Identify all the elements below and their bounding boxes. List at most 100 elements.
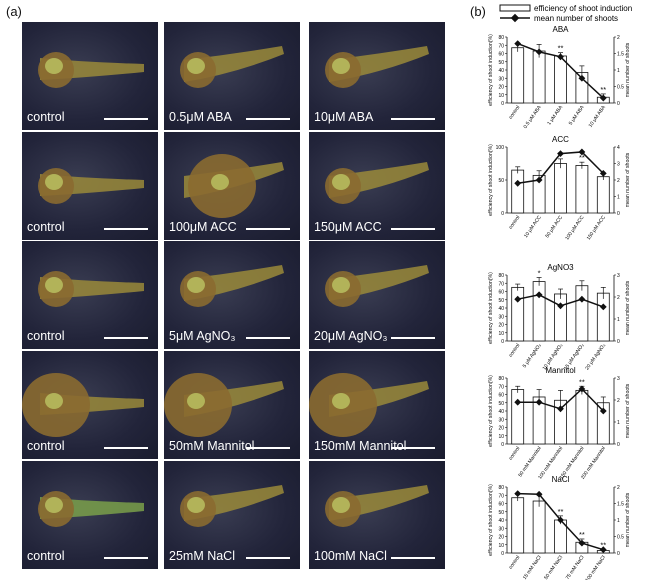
explant-image — [38, 271, 144, 307]
chart-4: NaCl 0 10 20 30 40 50 60 70 80 0 0.5 1 1.5 2 efficiency… — [488, 475, 631, 580]
photo-r3-c3: 20μM AgNO₃ — [309, 241, 445, 349]
y-tick-label: 60 — [498, 502, 504, 508]
photo-r3-c1: control — [22, 241, 158, 349]
legend-bar-label: efficiency of shoot induction — [534, 4, 632, 13]
y2-tick-label: 1.5 — [617, 52, 624, 58]
chart-3: Mannitol 0 10 20 30 40 50 60 70 80 0 1 2 3 efficiency … — [488, 366, 631, 481]
scale-bar — [104, 337, 148, 339]
y2-axis-label: mean number of shoots — [625, 152, 631, 207]
bar-2 — [554, 163, 567, 214]
y-tick-label: 0 — [501, 101, 504, 107]
chart-1: ACC 0 50 100 0 1 2 3 4 efficiency of shoot induct… — [488, 135, 631, 241]
explant-image — [22, 373, 144, 437]
y2-tick-label: 2 — [617, 178, 620, 184]
scale-bar — [391, 337, 435, 339]
chart-title: NaCl — [552, 475, 570, 484]
category-label: 1 μM ABA — [546, 104, 564, 126]
panel-a-label: (a) — [6, 4, 22, 19]
category-label: 10 μM ABA — [588, 104, 608, 129]
photo-caption: control — [27, 439, 65, 453]
significance-mark: ** — [600, 85, 606, 94]
y2-axis-label: mean number of shoots — [625, 42, 631, 97]
y2-tick-label: 0 — [617, 551, 620, 557]
category-label: 50 mM NaCl — [543, 555, 564, 580]
significance-mark: ** — [579, 153, 585, 162]
chart-2: AgNO3 0 10 20 30 40 50 60 70 80 0 1 2 3 efficiency of … — [488, 263, 631, 371]
y2-tick-label: 1 — [617, 420, 620, 426]
photo-r1-c1: control — [22, 22, 158, 130]
y-tick-label: 0 — [501, 339, 504, 345]
chart-title: Mannitol — [545, 366, 575, 375]
category-label: control — [508, 215, 522, 231]
scale-bar — [104, 118, 148, 120]
y2-tick-label: 2 — [617, 35, 620, 41]
mean-shoots-point — [599, 407, 607, 415]
y2-tick-label: 3 — [617, 162, 620, 168]
y-tick-label: 80 — [498, 273, 504, 279]
category-label: 20 μM AgNO₃ — [584, 343, 607, 372]
scale-bar — [391, 557, 435, 559]
category-label: control — [508, 343, 522, 359]
y2-tick-label: 0.5 — [617, 535, 624, 541]
y-tick-label: 10 — [498, 434, 504, 440]
photo-r1-c3: 10μM ABA — [309, 22, 445, 130]
y-tick-label: 0 — [501, 211, 504, 217]
y2-axis-label: mean number of shoots — [625, 383, 631, 438]
y-tick-label: 100 — [496, 145, 505, 151]
significance-mark: ** — [579, 530, 585, 539]
y-tick-label: 20 — [498, 426, 504, 432]
scale-bar — [104, 228, 148, 230]
scale-bar — [246, 337, 290, 339]
scale-bar — [104, 447, 148, 449]
y-tick-label: 50 — [498, 510, 504, 516]
y-tick-label: 50 — [498, 60, 504, 66]
scale-bar — [246, 228, 290, 230]
photo-r3-c2: 5μM AgNO₃ — [164, 241, 300, 349]
y-tick-label: 70 — [498, 384, 504, 390]
photo-r4-c3: 150mM Mannitol — [309, 351, 445, 459]
bar-3 — [575, 389, 589, 445]
scale-bar — [104, 557, 148, 559]
mean-shoots-point — [535, 490, 543, 498]
y2-tick-label: 2 — [617, 295, 620, 301]
y-tick-label: 40 — [498, 68, 504, 74]
category-label: 15 mM NaCl — [522, 555, 543, 580]
mean-shoots-point — [514, 490, 522, 497]
y2-tick-label: 3 — [617, 376, 620, 382]
y-tick-label: 0 — [501, 551, 504, 557]
category-label: 0.5 μM ABA — [523, 104, 543, 130]
y-tick-label: 60 — [498, 393, 504, 399]
category-label: 5 μM AgNO₃ — [522, 343, 543, 369]
y2-tick-label: 1.5 — [617, 502, 624, 508]
significance-mark: ** — [558, 150, 564, 159]
explant-image — [38, 491, 144, 527]
scale-bar — [246, 447, 290, 449]
y2-tick-label: 4 — [617, 145, 620, 151]
mean-shoots-point — [599, 94, 607, 102]
y-axis-label: efficiency of shoot induction(%) — [488, 144, 494, 216]
y2-tick-label: 0 — [617, 101, 620, 107]
legend-line-label: mean number of shoots — [534, 14, 618, 23]
significance-mark: ** — [600, 541, 606, 550]
y-tick-label: 20 — [498, 535, 504, 541]
significance-mark: * — [538, 268, 541, 277]
y-tick-label: 30 — [498, 526, 504, 532]
significance-mark: ** — [558, 44, 564, 53]
y-tick-label: 30 — [498, 314, 504, 320]
photo-r2-c3: 150μM ACC — [309, 132, 445, 240]
panel-b-label: (b) — [470, 4, 486, 19]
photo-caption: control — [27, 110, 65, 124]
mean-shoots-point — [535, 176, 543, 184]
bar-3 — [575, 285, 589, 342]
y-tick-label: 80 — [498, 485, 504, 491]
y-tick-label: 80 — [498, 376, 504, 382]
y2-tick-label: 0 — [617, 442, 620, 448]
bar-0 — [511, 47, 525, 104]
category-label: 100 mM NaCl — [584, 555, 606, 580]
y-tick-label: 20 — [498, 85, 504, 91]
bar-3 — [575, 165, 589, 214]
bar-4 — [596, 292, 610, 342]
mean-shoots-point — [535, 291, 543, 299]
y-tick-label: 70 — [498, 493, 504, 499]
category-label: 150 μM ACC — [586, 214, 607, 241]
